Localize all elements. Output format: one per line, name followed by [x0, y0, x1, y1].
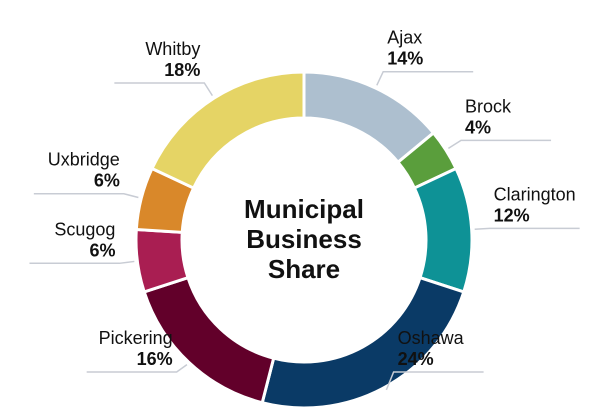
- slice-label: Ajax: [387, 28, 422, 48]
- slice-value-label: 6%: [94, 171, 120, 191]
- slice: [149, 70, 306, 191]
- slice-label: Oshawa: [398, 328, 465, 348]
- leader-line: [447, 139, 552, 150]
- leader-line: [376, 70, 474, 86]
- slice-label: Whitby: [145, 39, 200, 59]
- slice-value-label: 16%: [137, 349, 173, 369]
- slice-value-label: 12%: [494, 205, 530, 225]
- slice: [412, 166, 474, 294]
- leader-line: [86, 364, 188, 373]
- slice-value-label: 4%: [465, 117, 491, 137]
- slice-label: Pickering: [99, 328, 173, 348]
- slice-value-label: 14%: [387, 49, 423, 69]
- leader-line: [114, 82, 214, 97]
- leader-line: [474, 227, 580, 231]
- slice-value-label: 18%: [164, 60, 200, 80]
- slice-label: Scugog: [54, 219, 115, 239]
- slice-value-label: 24%: [398, 349, 434, 369]
- slice-value-label: 6%: [89, 240, 115, 260]
- slice-label: Uxbridge: [48, 150, 120, 170]
- slice-label: Brock: [465, 96, 512, 116]
- leader-line: [33, 192, 139, 199]
- chart-title: Municipal Business Share: [244, 194, 364, 284]
- slice-label: Clarington: [494, 184, 576, 204]
- leader-line: [385, 371, 484, 391]
- leader-line: [29, 260, 135, 265]
